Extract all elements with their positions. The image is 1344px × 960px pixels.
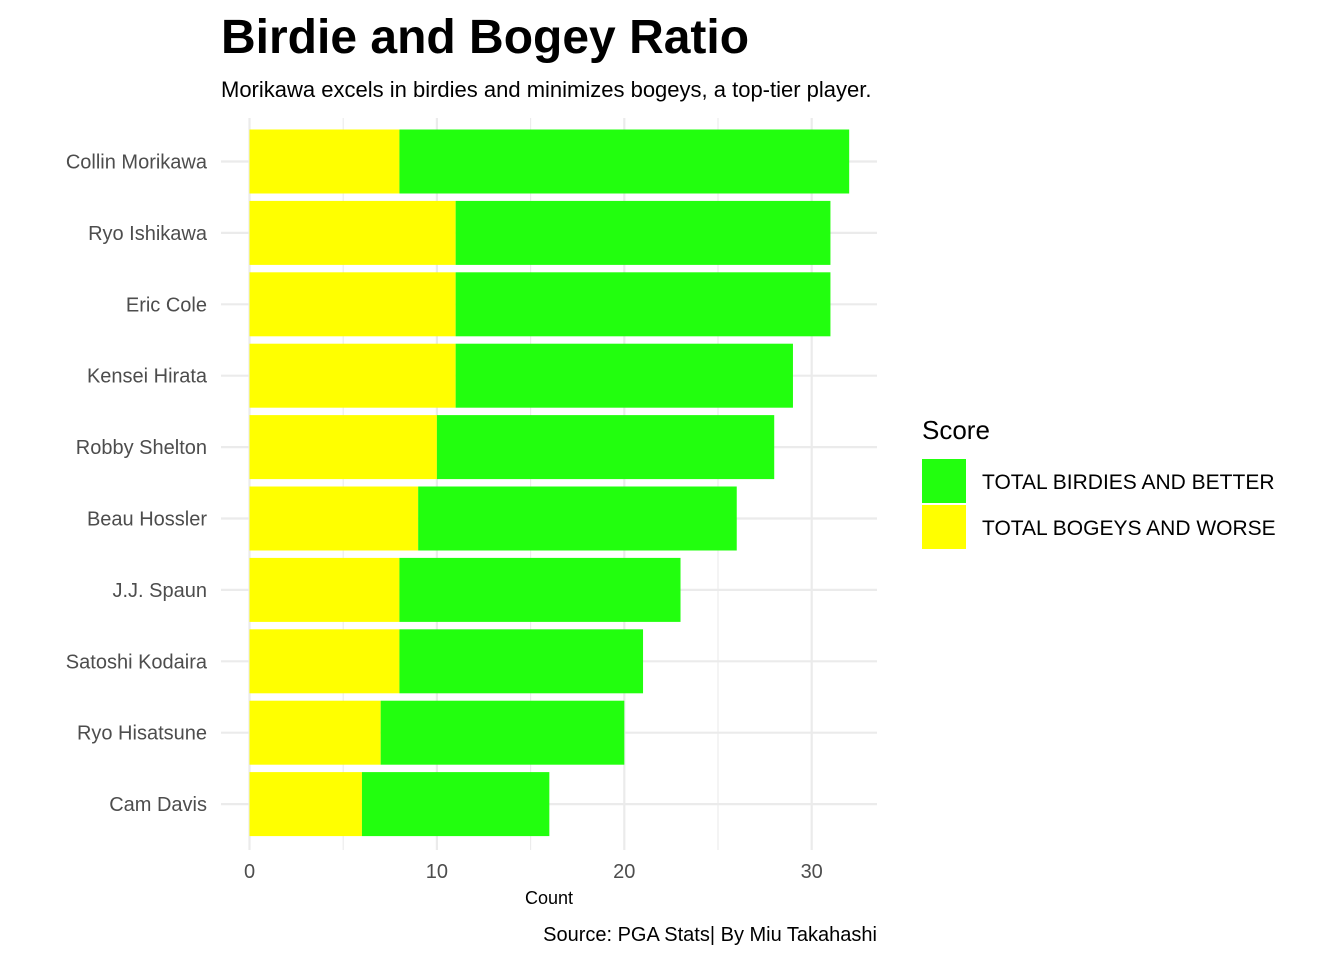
chart-title: Birdie and Bogey Ratio <box>221 11 749 64</box>
y-tick-label: Kensei Hirata <box>87 366 208 388</box>
bar-total-birdies-and-better <box>399 129 850 194</box>
bar-total-bogeys-and-worse <box>249 272 456 337</box>
bar-total-birdies-and-better <box>380 700 625 765</box>
bar-total-birdies-and-better <box>455 200 831 265</box>
bars <box>249 129 850 837</box>
legend-label: TOTAL BIRDIES AND BETTER <box>982 471 1275 494</box>
bar-total-birdies-and-better <box>418 486 737 551</box>
bar-total-bogeys-and-worse <box>249 415 437 480</box>
bar-total-birdies-and-better <box>361 772 550 837</box>
y-tick-label: Beau Hossler <box>87 509 207 531</box>
bar-total-bogeys-and-worse <box>249 200 456 265</box>
y-tick-label: Eric Cole <box>126 294 207 316</box>
bar-total-bogeys-and-worse <box>249 629 400 694</box>
chart-subtitle: Morikawa excels in birdies and minimizes… <box>221 77 872 102</box>
bar-total-birdies-and-better <box>399 557 681 622</box>
y-axis-tick-labels: Collin Morikawa Ryo Ishikawa Eric Cole Kens… <box>66 152 208 817</box>
legend-title: Score <box>922 415 990 445</box>
x-tick-label: 20 <box>613 861 635 883</box>
legend-key <box>922 459 966 503</box>
y-tick-label: Ryo Hisatsune <box>77 723 207 745</box>
bar-total-birdies-and-better <box>436 415 775 480</box>
legend-label: TOTAL BOGEYS AND WORSE <box>982 517 1276 540</box>
legend-key <box>922 505 966 549</box>
bar-total-bogeys-and-worse <box>249 772 362 837</box>
x-axis-tick-labels: 0 10 20 30 <box>244 861 823 883</box>
bar-total-birdies-and-better <box>399 629 644 694</box>
y-tick-label: J.J. Spaun <box>112 580 207 602</box>
y-tick-label: Satoshi Kodaira <box>66 651 208 673</box>
y-tick-label: Cam Davis <box>109 794 207 816</box>
bar-total-bogeys-and-worse <box>249 486 419 551</box>
bar-total-bogeys-and-worse <box>249 700 381 765</box>
y-tick-label: Ryo Ishikawa <box>88 223 208 245</box>
bar-total-bogeys-and-worse <box>249 343 456 408</box>
chart-caption: Source: PGA Stats| By Miu Takahashi <box>543 924 877 946</box>
bar-total-bogeys-and-worse <box>249 557 400 622</box>
x-axis-title: Count <box>525 888 573 908</box>
bar-total-bogeys-and-worse <box>249 129 400 194</box>
x-tick-label: 10 <box>426 861 448 883</box>
x-tick-label: 30 <box>801 861 823 883</box>
x-tick-label: 0 <box>244 861 255 883</box>
y-tick-label: Collin Morikawa <box>66 152 208 174</box>
bar-total-birdies-and-better <box>455 272 831 337</box>
legend: Score TOTAL BIRDIES AND BETTER TOTAL BOGE… <box>922 415 1276 549</box>
y-tick-label: Robby Shelton <box>76 437 207 459</box>
bar-total-birdies-and-better <box>455 343 793 408</box>
